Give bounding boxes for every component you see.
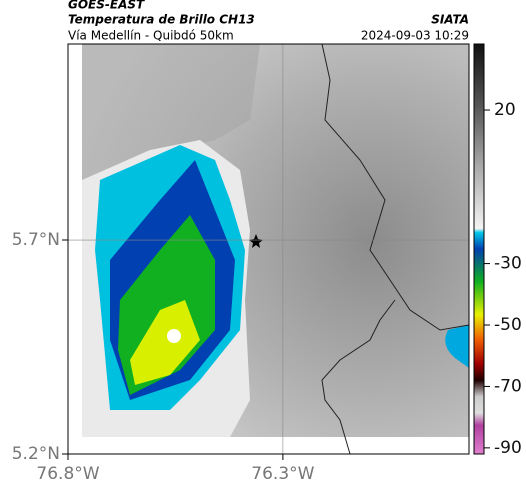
colorbar-tick-label: -30 bbox=[494, 254, 522, 274]
route: Vía Medellín - Quibdó 50km bbox=[68, 29, 234, 43]
lon-tick-label: 76.8°W bbox=[36, 464, 99, 484]
imagery bbox=[68, 43, 470, 455]
colorbar-tick-label: -50 bbox=[494, 315, 522, 335]
lat-tick-label: 5.2°N bbox=[12, 444, 60, 464]
lon-tick-label: 76.3°W bbox=[251, 464, 314, 484]
datetime: 2024-09-03 10:29 bbox=[361, 29, 469, 43]
lat-tick-label: 5.7°N bbox=[12, 230, 60, 250]
source: SIATA bbox=[431, 13, 469, 27]
colorbar-tick-label: -70 bbox=[494, 376, 522, 396]
colorbar bbox=[473, 43, 485, 455]
colorbar-tick-label: -90 bbox=[494, 438, 522, 458]
header: GOES-EAST Temperatura de Brillo CH13 SIA… bbox=[68, 0, 469, 43]
map-frame bbox=[67, 43, 470, 455]
colorbar-tick-label: 20 bbox=[494, 100, 516, 120]
satellite: GOES-EAST bbox=[68, 0, 145, 12]
product: Temperatura de Brillo CH13 bbox=[68, 13, 255, 27]
